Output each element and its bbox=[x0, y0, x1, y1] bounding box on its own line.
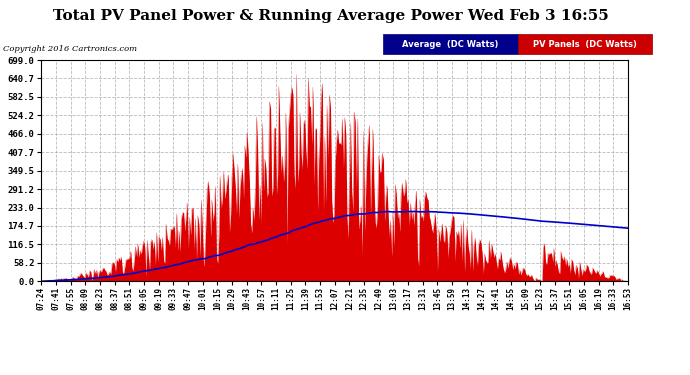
Text: Average  (DC Watts): Average (DC Watts) bbox=[402, 40, 498, 49]
Text: Copyright 2016 Cartronics.com: Copyright 2016 Cartronics.com bbox=[3, 45, 137, 53]
Text: PV Panels  (DC Watts): PV Panels (DC Watts) bbox=[533, 40, 637, 49]
Text: Total PV Panel Power & Running Average Power Wed Feb 3 16:55: Total PV Panel Power & Running Average P… bbox=[53, 9, 609, 23]
